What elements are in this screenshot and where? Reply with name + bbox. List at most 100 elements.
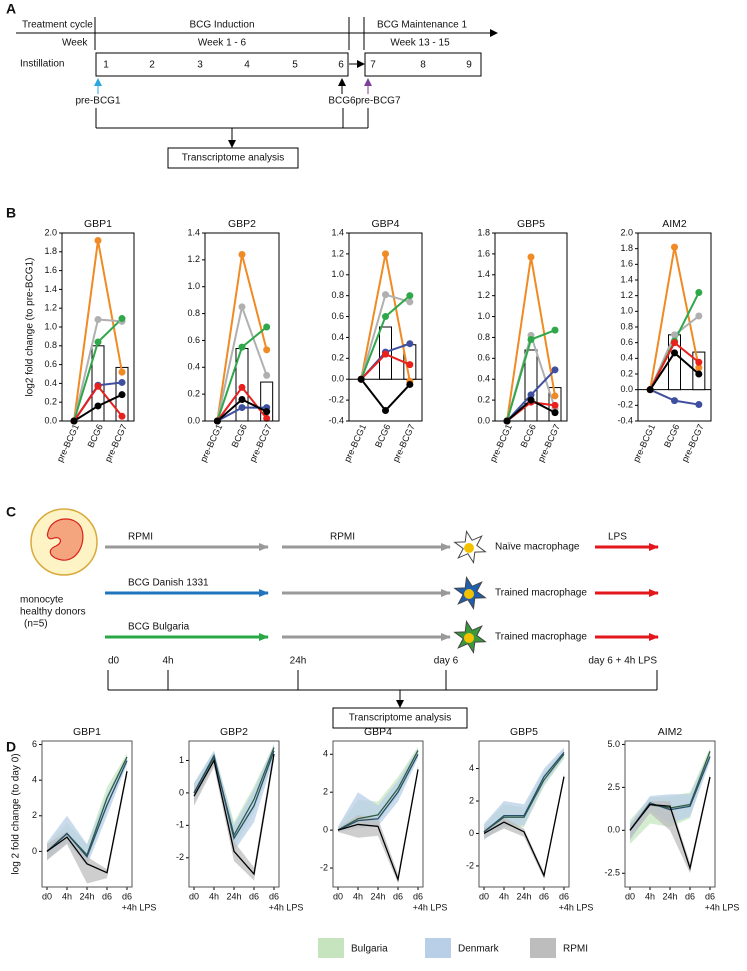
x-tick-label: pre-BCG7 xyxy=(680,423,706,464)
data-point xyxy=(382,350,389,358)
y-tick-label: 6 xyxy=(32,739,37,749)
panel-label: B xyxy=(6,205,16,221)
data-point xyxy=(263,371,271,379)
x-tick-label: d0 xyxy=(333,891,343,901)
data-point xyxy=(118,315,126,323)
y-tick-label: 0.8 xyxy=(44,340,57,350)
data-point xyxy=(118,368,126,376)
macrophage-nucleus xyxy=(464,633,474,643)
y-tick-label: 1.8 xyxy=(477,227,490,237)
x-tick-label: pre-BCG7 xyxy=(247,423,273,464)
data-point xyxy=(695,312,703,320)
x-tick-label: 4h xyxy=(499,891,509,901)
mean-line xyxy=(46,771,128,874)
y-tick-label: 1.2 xyxy=(44,303,57,313)
mean-line xyxy=(46,760,128,858)
mean-line xyxy=(337,769,419,882)
panel-label: C xyxy=(6,504,16,520)
data-point xyxy=(551,366,559,374)
y-tick-label: 0.2 xyxy=(187,389,200,399)
data-point xyxy=(671,331,678,339)
plot-frame xyxy=(204,232,280,422)
x-tick-label: 4h xyxy=(353,891,363,901)
y-tick-label: 0.4 xyxy=(477,374,490,384)
data-point xyxy=(238,396,246,404)
x-tick-label: BCG6 xyxy=(230,423,249,449)
legend-swatch xyxy=(425,938,451,958)
data-point xyxy=(551,401,559,409)
band xyxy=(630,773,710,874)
band xyxy=(630,751,710,841)
row-label: Treatment cycle xyxy=(22,20,93,31)
data-point xyxy=(671,243,678,251)
data-point xyxy=(382,250,389,258)
y-tick-label: 0 xyxy=(179,787,184,797)
mean-line xyxy=(483,751,565,833)
y-tick-label: -0.2 xyxy=(617,400,633,410)
timepoint-label: 24h xyxy=(290,656,307,667)
x-tick-label: pre-BCG7 xyxy=(103,423,129,464)
timepoint-label: day 6 + 4h LPS xyxy=(588,656,657,667)
data-point xyxy=(527,391,535,399)
y-tick-label: 0.6 xyxy=(620,337,633,347)
data-point xyxy=(527,336,535,344)
plot-frame xyxy=(637,232,712,422)
band xyxy=(484,773,564,879)
y-tick-label: 0.8 xyxy=(331,290,344,300)
data-point xyxy=(263,414,271,422)
data-point xyxy=(382,407,389,415)
mean-line xyxy=(193,753,275,876)
bar xyxy=(524,349,538,422)
x-tick-label: d6 xyxy=(539,891,549,901)
chart-title: GBP5 xyxy=(510,726,538,738)
plot-frame xyxy=(332,740,424,888)
week-label: Week 13 - 15 xyxy=(390,38,450,49)
data-point xyxy=(551,392,559,400)
y-tick-label: 1.4 xyxy=(187,227,200,237)
plot-frame xyxy=(624,740,716,888)
box xyxy=(364,52,482,77)
data-point xyxy=(382,291,389,299)
data-point xyxy=(263,346,271,354)
y-tick-label: 1.4 xyxy=(620,274,633,284)
timepoint-label: d0 xyxy=(108,656,120,667)
y-tick-label: 0.6 xyxy=(477,353,490,363)
y-tick-label: 1.4 xyxy=(44,284,57,294)
band xyxy=(194,747,274,881)
data-point xyxy=(406,340,414,348)
y-tick-label: 0.0 xyxy=(331,374,344,384)
y-tick-label: 1.2 xyxy=(331,248,344,258)
chart-title: GBP2 xyxy=(220,726,248,738)
y-tick-label: -2 xyxy=(176,852,184,862)
x-tick-label: pre-BCG1 xyxy=(488,423,514,464)
chart-title: AIM2 xyxy=(658,726,683,738)
rest-label: RPMI xyxy=(330,532,355,543)
x-tick-label: d6 xyxy=(102,891,112,901)
data-point xyxy=(118,412,126,420)
y-tick-label: 0.4 xyxy=(620,353,633,363)
band xyxy=(338,748,418,833)
data-point xyxy=(357,375,365,383)
mean-line xyxy=(483,753,565,833)
box xyxy=(167,147,299,169)
box xyxy=(95,52,349,77)
y-tick-label: -0.2 xyxy=(328,394,344,404)
data-point xyxy=(238,404,246,412)
stimulus-label: RPMI xyxy=(128,532,153,543)
macrophage-label: Trained macrophage xyxy=(495,588,587,599)
band xyxy=(194,744,274,852)
x-tick-label: d6 xyxy=(249,891,259,901)
mean-line xyxy=(629,776,711,871)
data-point xyxy=(94,402,102,410)
x-tick-label: 24h xyxy=(79,891,94,901)
instillation-number: 7 xyxy=(370,60,376,71)
y-tick-label: 4 xyxy=(469,763,474,773)
panel-label: D xyxy=(6,739,16,755)
y-tick-label: 0.6 xyxy=(187,335,200,345)
plot-frame xyxy=(61,232,135,422)
nucleus xyxy=(46,518,84,561)
macrophage-label: Trained macrophage xyxy=(495,632,587,643)
x-tick-label: pre-BCG1 xyxy=(631,423,657,464)
band xyxy=(47,767,127,884)
y-tick-label: 0.2 xyxy=(620,368,633,378)
